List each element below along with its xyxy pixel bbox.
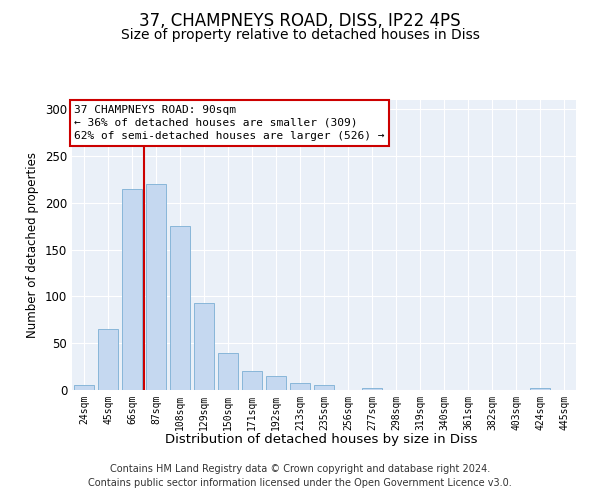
Bar [266, 376, 286, 390]
Text: 37, CHAMPNEYS ROAD, DISS, IP22 4PS: 37, CHAMPNEYS ROAD, DISS, IP22 4PS [139, 12, 461, 30]
Bar [530, 388, 550, 390]
Bar [146, 184, 166, 390]
Bar [218, 352, 238, 390]
Bar [290, 384, 310, 390]
Text: Contains HM Land Registry data © Crown copyright and database right 2024.
Contai: Contains HM Land Registry data © Crown c… [88, 464, 512, 487]
Bar [98, 329, 118, 390]
Bar [362, 388, 382, 390]
Text: Distribution of detached houses by size in Diss: Distribution of detached houses by size … [165, 432, 477, 446]
Bar [194, 303, 214, 390]
Bar [122, 189, 142, 390]
Bar [314, 386, 334, 390]
Text: 37 CHAMPNEYS ROAD: 90sqm
← 36% of detached houses are smaller (309)
62% of semi-: 37 CHAMPNEYS ROAD: 90sqm ← 36% of detach… [74, 104, 385, 141]
Y-axis label: Number of detached properties: Number of detached properties [26, 152, 40, 338]
Bar [74, 386, 94, 390]
Bar [170, 226, 190, 390]
Text: Size of property relative to detached houses in Diss: Size of property relative to detached ho… [121, 28, 479, 42]
Bar [242, 372, 262, 390]
